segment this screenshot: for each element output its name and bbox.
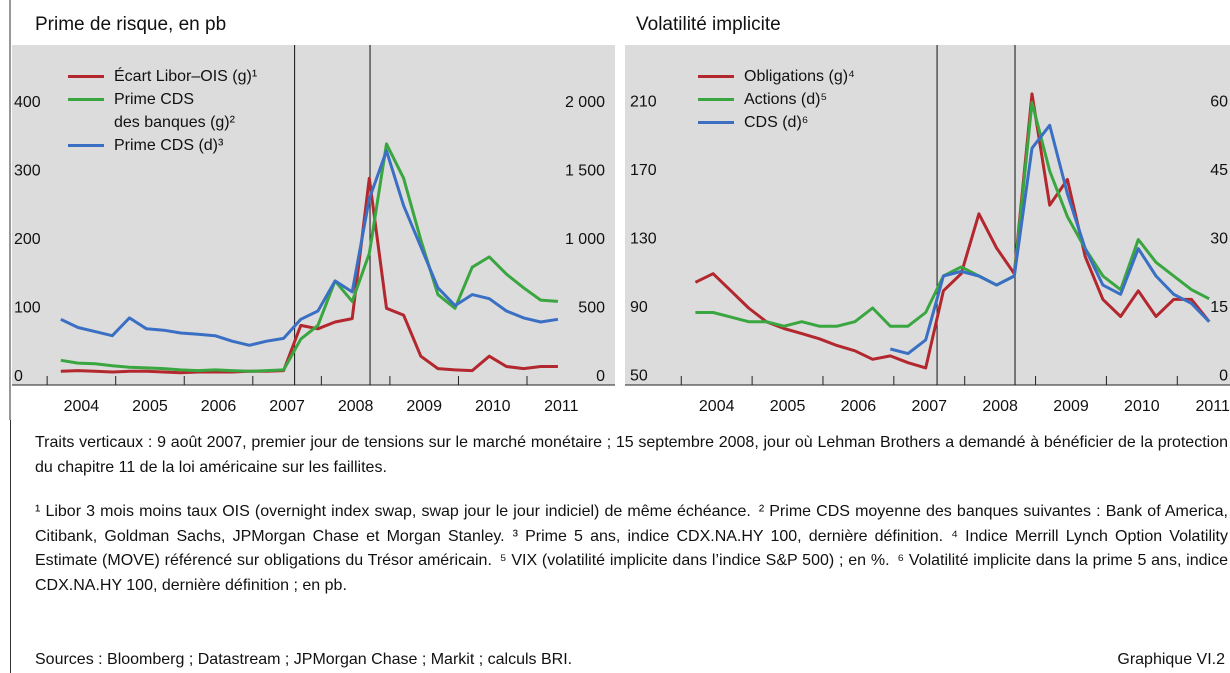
series-line	[695, 101, 1210, 328]
x-tick-label: 2010	[1124, 398, 1160, 415]
x-tick-label: 2006	[841, 398, 877, 415]
x-tick-label: 2011	[544, 398, 579, 415]
legend-entry: Actions (d)⁵	[698, 88, 855, 111]
caption: Traits verticaux : 9 août 2007, premier …	[35, 434, 1228, 476]
chart-title: Volatilité implicite	[636, 14, 781, 35]
footnotes: ¹ Libor 3 mois moins taux OIS (overnight…	[35, 500, 1228, 598]
x-tick-label: 2009	[406, 398, 442, 415]
y-tick-label: 400	[14, 94, 41, 111]
legend-label: Prime CDS (d)³	[114, 137, 224, 154]
y-tick-label: 90	[630, 299, 648, 316]
legend-swatch	[68, 144, 104, 147]
x-tick-label: 2011	[1196, 398, 1230, 415]
charts: Prime de risque, en pb010020030040005001…	[9, 0, 1230, 420]
footnote: ⁶ Volatilité implicite dans la prime 5 a…	[35, 552, 1228, 594]
legend-entry: CDS (d)⁶	[698, 111, 855, 134]
y2-tick-label: 0	[1219, 368, 1228, 385]
series-line	[60, 142, 559, 373]
x-tick-label: 2004	[699, 398, 735, 415]
series-line	[694, 92, 1211, 370]
y-tick-label: 300	[14, 163, 41, 180]
footnote: ² Prime CDS moyenne des banques suivante…	[35, 503, 1229, 545]
footnote: ⁵ VIX (volatilité implicite dans l’indic…	[499, 552, 890, 569]
x-tick-label: 2008	[982, 398, 1018, 415]
legend-swatch	[698, 121, 734, 124]
series-line	[60, 149, 559, 347]
y-tick-label: 170	[630, 162, 657, 179]
y2-tick-label: 60	[1210, 94, 1228, 111]
x-tick-label: 2007	[911, 398, 947, 415]
footnote: ³ Prime 5 ans, indice CDX.NA.HY 100, der…	[512, 527, 944, 545]
legend-entry: Prime CDS (d)³	[68, 134, 257, 157]
x-tick-label: 2008	[338, 398, 374, 415]
y2-tick-label: 30	[1210, 231, 1228, 248]
legend: Obligations (g)⁴ Actions (d)⁵ CDS (d)⁶	[698, 65, 855, 134]
legend-entry: Obligations (g)⁴	[698, 65, 855, 88]
y2-tick-label: 500	[578, 300, 605, 317]
x-tick-label: 2005	[132, 398, 168, 415]
y2-tick-label: 2 000	[565, 94, 605, 111]
y-tick-label: 210	[630, 94, 657, 111]
x-tick-label: 2009	[1053, 398, 1089, 415]
legend-label: Écart Libor–OIS (g)¹	[114, 68, 258, 85]
legend-swatch	[68, 98, 104, 101]
y2-tick-label: 1 000	[565, 231, 605, 248]
y2-tick-label: 15	[1210, 299, 1228, 316]
sources: Sources : Bloomberg ; Datastream ; JPMor…	[35, 651, 573, 668]
legend-label: Obligations (g)⁴	[744, 68, 855, 85]
border-line	[10, 420, 11, 673]
x-tick-label: 2005	[770, 398, 806, 415]
y2-tick-label: 1 500	[565, 163, 605, 180]
legend-label: CDS (d)⁶	[744, 114, 809, 131]
y-tick-label: 50	[630, 368, 648, 385]
y2-tick-label: 0	[596, 368, 605, 385]
footnote: ¹ Libor 3 mois moins taux OIS (overnight…	[35, 503, 751, 520]
y2-tick-label: 45	[1210, 162, 1228, 179]
legend-swatch	[698, 75, 734, 78]
legend-entry: Prime CDS des banques (g)²	[68, 88, 257, 134]
x-tick-label: 2010	[475, 398, 511, 415]
x-tick-label: 2007	[269, 398, 305, 415]
series-line	[60, 176, 558, 375]
legend: Écart Libor–OIS (g)¹ Prime CDS des banque…	[68, 65, 257, 157]
series-line	[889, 123, 1211, 356]
figure-label: Graphique VI.2	[1117, 651, 1225, 668]
footnote: ⁴ Indice Merrill Lynch Option Volatility…	[35, 527, 1229, 570]
legend-swatch	[698, 98, 734, 101]
x-tick-label: 2006	[201, 398, 237, 415]
y-tick-label: 100	[14, 300, 41, 317]
legend-label: Prime CDS des banques (g)²	[114, 91, 235, 131]
legend-swatch	[68, 75, 104, 78]
y-tick-label: 200	[14, 231, 41, 248]
legend-label: Actions (d)⁵	[744, 91, 828, 108]
x-tick-label: 2004	[64, 398, 100, 415]
chart-title: Prime de risque, en pb	[35, 14, 226, 35]
y-tick-label: 130	[630, 231, 657, 248]
y-tick-label: 0	[14, 368, 23, 385]
legend-entry: Écart Libor–OIS (g)¹	[68, 65, 257, 88]
